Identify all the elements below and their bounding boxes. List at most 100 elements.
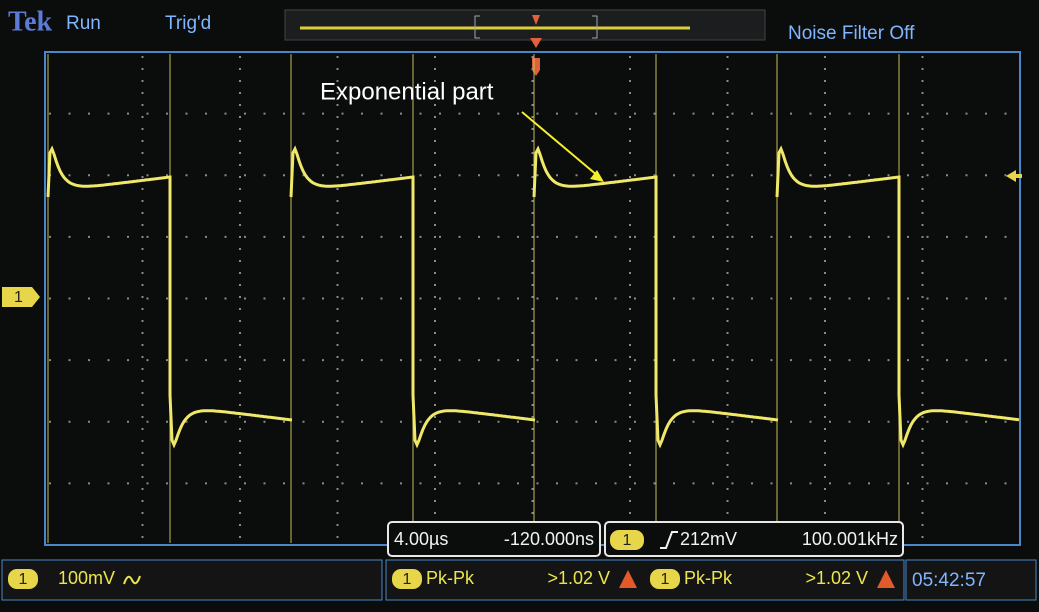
grid-dot — [654, 421, 656, 423]
grid-dot — [69, 236, 71, 238]
grid-dot — [727, 260, 729, 262]
grid-dot — [673, 421, 675, 423]
grid-dot — [239, 428, 241, 430]
grid-dot — [88, 298, 90, 300]
grid-dot — [922, 368, 924, 370]
grid-dot — [142, 92, 144, 94]
grid-dot — [629, 308, 631, 310]
grid-dot — [629, 296, 631, 298]
grid-dot — [361, 236, 363, 238]
grid-dot — [498, 359, 500, 361]
grid-dot — [166, 113, 168, 115]
grid-dot — [532, 512, 534, 514]
grid-dot — [142, 56, 144, 58]
grid-dot — [629, 212, 631, 214]
grid-dot — [337, 200, 339, 202]
grid-dot — [239, 152, 241, 154]
grid-dot — [303, 298, 305, 300]
grid-dot — [166, 236, 168, 238]
grid-dot — [629, 500, 631, 502]
grid-dot — [1005, 359, 1007, 361]
grid-dot — [400, 113, 402, 115]
grid-dot — [239, 368, 241, 370]
grid-dot — [127, 174, 129, 176]
grid-dot — [824, 380, 826, 382]
grid-dot — [420, 298, 422, 300]
grid-dot — [142, 308, 144, 310]
grid-dot — [225, 482, 227, 484]
grid-dot — [712, 113, 714, 115]
grid-dot — [322, 421, 324, 423]
grid-dot — [629, 440, 631, 442]
clock: 05:42:57 — [912, 570, 986, 591]
channel-label: 1 — [19, 571, 28, 588]
grid-dot — [239, 80, 241, 82]
grid-dot — [849, 236, 851, 238]
grid-dot — [342, 236, 344, 238]
grid-dot — [142, 476, 144, 478]
grid-dot — [732, 236, 734, 238]
grid-dot — [142, 260, 144, 262]
grid-dot — [824, 200, 826, 202]
grid-dot — [478, 298, 480, 300]
grid-dot — [629, 488, 631, 490]
grid-dot — [629, 344, 631, 346]
grid-dot — [985, 482, 987, 484]
grid-dot — [966, 359, 968, 361]
grid-dot — [142, 152, 144, 154]
grid-dot — [459, 298, 461, 300]
grid-dot — [147, 482, 149, 484]
grid-dot — [142, 248, 144, 250]
grid-dot — [108, 174, 110, 176]
grid-dot — [532, 92, 534, 94]
grid-dot — [517, 174, 519, 176]
grid-dot — [244, 113, 246, 115]
grid-dot — [732, 421, 734, 423]
measurement-name: Pk-Pk — [426, 568, 475, 588]
grid-dot — [537, 421, 539, 423]
grid-dot — [922, 392, 924, 394]
grid-dot — [264, 236, 266, 238]
grid-dot — [239, 128, 241, 130]
grid-dot — [205, 298, 207, 300]
grid-dot — [147, 298, 149, 300]
grid-dot — [342, 298, 344, 300]
grid-dot — [966, 236, 968, 238]
grid-dot — [142, 296, 144, 298]
grid-dot — [434, 248, 436, 250]
grid-dot — [673, 174, 675, 176]
grid-dot — [108, 359, 110, 361]
grid-dot — [824, 344, 826, 346]
grid-dot — [727, 440, 729, 442]
grid-dot — [478, 113, 480, 115]
grid-dot — [693, 236, 695, 238]
grid-dot — [434, 440, 436, 442]
grid-dot — [810, 359, 812, 361]
grid-dot — [239, 392, 241, 394]
grid-dot — [381, 482, 383, 484]
grid-dot — [810, 236, 812, 238]
grid-dot — [337, 452, 339, 454]
grid-dot — [985, 236, 987, 238]
grid-dot — [532, 116, 534, 118]
grid-dot — [459, 236, 461, 238]
grid-dot — [693, 482, 695, 484]
grid-dot — [888, 236, 890, 238]
grid-dot — [629, 416, 631, 418]
grid-dot — [810, 298, 812, 300]
measurement-name: Pk-Pk — [684, 568, 733, 588]
grid-dot — [922, 356, 924, 358]
grid-dot — [629, 236, 631, 238]
grid-dot — [239, 56, 241, 58]
grid-dot — [727, 380, 729, 382]
grid-dot — [790, 421, 792, 423]
grid-dot — [712, 298, 714, 300]
grid-dot — [142, 128, 144, 130]
grid-dot — [727, 56, 729, 58]
grid-dot — [922, 488, 924, 490]
grid-dot — [727, 344, 729, 346]
grid-dot — [434, 224, 436, 226]
grid-dot — [629, 476, 631, 478]
grid-dot — [693, 113, 695, 115]
grid-dot — [342, 174, 344, 176]
